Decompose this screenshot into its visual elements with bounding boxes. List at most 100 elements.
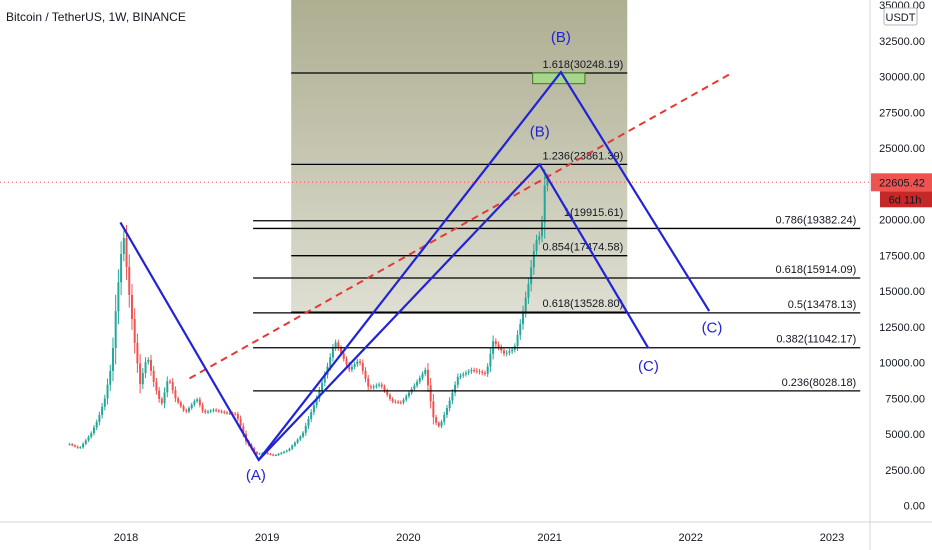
candle-body [117, 282, 120, 312]
candle-body [418, 377, 421, 382]
candle-body [350, 366, 353, 370]
candle-body [217, 410, 220, 412]
candle-body [540, 222, 543, 237]
candle-body [481, 372, 484, 374]
countdown-badge [880, 191, 932, 208]
candle-body [130, 294, 133, 320]
candle-body [190, 404, 193, 409]
fib-level-label: 0.786(19382.24) [776, 214, 857, 226]
candle-body [505, 352, 508, 354]
y-tick-label: 5000.00 [885, 429, 925, 441]
wave-label: (A) [246, 467, 266, 484]
candle-body [454, 384, 457, 393]
x-tick-label: 2022 [679, 532, 703, 544]
y-tick-label: 2500.00 [885, 465, 925, 477]
candle-body [125, 237, 128, 267]
candle-body [274, 454, 277, 456]
candle-body [318, 390, 321, 399]
candle-body [388, 394, 391, 399]
candle-body [416, 381, 419, 386]
candle-body [391, 398, 394, 402]
candle-body [234, 413, 237, 415]
candle-body [356, 361, 359, 365]
candle-body [198, 399, 201, 406]
candle-body [177, 398, 180, 403]
candle-body [405, 396, 408, 400]
candle-body [128, 266, 131, 295]
candle-body [473, 370, 476, 372]
candle-body [144, 362, 147, 374]
candle-body [152, 370, 155, 382]
candle-body [160, 398, 163, 404]
candle-body [470, 370, 473, 372]
candle-body [193, 401, 196, 405]
candle-body [79, 447, 82, 449]
candle-body [171, 381, 174, 391]
candle-body [212, 409, 215, 411]
candle-body [141, 373, 144, 385]
candle-body [293, 442, 296, 446]
candle-body [215, 409, 218, 411]
trend-line[interactable] [189, 71, 734, 380]
y-tick-label: 0.00 [904, 501, 925, 513]
candle-body [196, 399, 199, 402]
target-box[interactable] [532, 72, 586, 85]
candle-body [489, 353, 492, 367]
candle-body [321, 382, 324, 391]
candle-body [269, 453, 272, 455]
candle-body [236, 414, 239, 419]
candle-body [435, 417, 438, 423]
candle-body [266, 452, 269, 454]
candle-body [524, 297, 527, 312]
candle-body [348, 364, 351, 370]
candle-body [372, 386, 375, 388]
candle-body [90, 433, 93, 437]
candle-body [258, 453, 261, 455]
currency-label: USDT [886, 12, 916, 24]
candle-body [361, 362, 364, 371]
candle-body [494, 341, 497, 345]
wave-label: (B) [551, 29, 571, 46]
candle-body [209, 410, 212, 412]
candle-body [310, 412, 313, 420]
wave-line[interactable] [257, 70, 711, 461]
candle-body [111, 347, 114, 371]
wave-label: (C) [638, 358, 659, 375]
candle-body [136, 342, 139, 364]
wave-line[interactable] [119, 162, 650, 462]
candle-body [239, 418, 242, 427]
candle-body [535, 239, 538, 251]
candle-body [291, 445, 294, 449]
candle-body [407, 392, 410, 397]
x-tick-label: 2023 [820, 532, 844, 544]
candle-body [272, 454, 275, 456]
y-tick-label: 25000.00 [879, 143, 925, 155]
x-tick-label: 2020 [396, 532, 420, 544]
candle-body [456, 376, 459, 385]
fib-level-label: 0.382(11042.17) [776, 334, 856, 346]
candle-body [163, 392, 166, 404]
fib-level-label: 1.618(30248.19) [543, 59, 624, 71]
candle-body [201, 405, 204, 411]
y-tick-label: 10000.00 [879, 358, 925, 370]
candle-body [516, 335, 519, 347]
candle-body [71, 444, 74, 446]
candle-body [519, 324, 522, 336]
candle-body [122, 237, 125, 255]
fib-extension-zone [291, 0, 628, 314]
candle-body [521, 311, 524, 325]
price-axis-background [870, 0, 932, 550]
candle-body [437, 422, 440, 427]
currency-box[interactable] [883, 7, 918, 26]
candle-body [288, 448, 291, 451]
candle-body [207, 411, 210, 413]
current-price-badge [871, 173, 932, 192]
countdown-label: 6d 11h [889, 194, 922, 206]
candle-body [95, 422, 98, 428]
fib-level-label: 0.618(13528.80) [543, 298, 624, 310]
y-tick-label: 7500.00 [885, 393, 925, 405]
candle-body [220, 411, 223, 413]
candle-body [345, 359, 348, 365]
